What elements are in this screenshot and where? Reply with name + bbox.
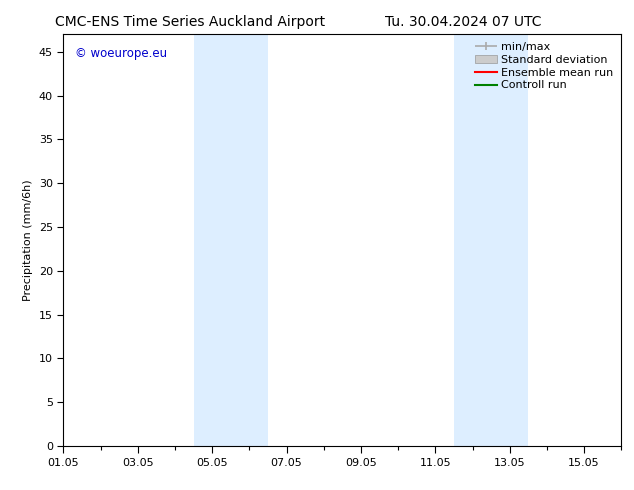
Bar: [193, 34, 268, 446]
Y-axis label: Precipitation (mm/6h): Precipitation (mm/6h): [23, 179, 34, 301]
Text: © woeurope.eu: © woeurope.eu: [75, 47, 167, 60]
Bar: [454, 34, 528, 446]
Text: Tu. 30.04.2024 07 UTC: Tu. 30.04.2024 07 UTC: [385, 15, 541, 29]
Legend: min/max, Standard deviation, Ensemble mean run, Controll run: min/max, Standard deviation, Ensemble me…: [472, 40, 616, 93]
Text: CMC-ENS Time Series Auckland Airport: CMC-ENS Time Series Auckland Airport: [55, 15, 325, 29]
